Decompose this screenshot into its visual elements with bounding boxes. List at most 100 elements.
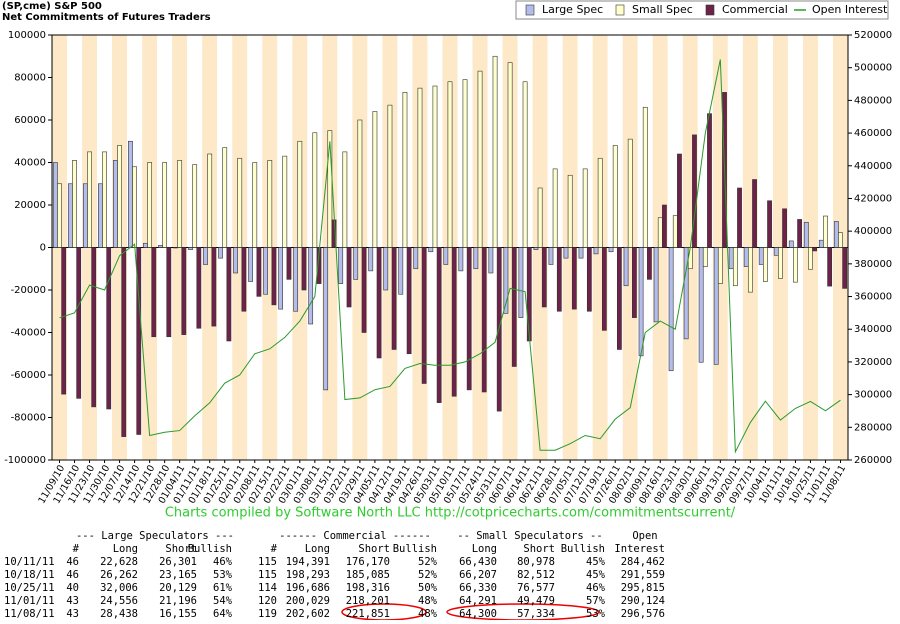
bar	[248, 247, 253, 282]
table-cell: 185,085	[346, 569, 390, 581]
bar	[638, 247, 644, 357]
bar	[278, 247, 284, 310]
bar	[492, 55, 498, 248]
y2-tick-label: 380000	[854, 259, 892, 270]
table-cell: 26,301	[159, 556, 197, 568]
table-cell: 43	[66, 595, 79, 607]
table-cell: 57%	[586, 595, 606, 607]
bar	[301, 247, 307, 291]
y2-tick-label: 360000	[854, 292, 892, 303]
bar	[312, 132, 318, 248]
bar	[458, 247, 464, 272]
bar	[406, 247, 412, 355]
table-cell: 196,686	[286, 582, 330, 594]
bar	[387, 104, 393, 248]
bar	[668, 247, 674, 372]
bar	[526, 247, 532, 342]
bar	[773, 247, 779, 256]
bar	[181, 247, 187, 335]
table-cell: 284,462	[621, 556, 665, 568]
bar	[818, 239, 824, 248]
table-group-header: Open	[632, 530, 657, 542]
bar	[537, 187, 543, 248]
bar	[316, 247, 322, 284]
table-cell: 45%	[586, 569, 606, 581]
bar	[833, 221, 839, 248]
table-column-header: #	[73, 543, 80, 555]
y2-tick-label: 280000	[854, 422, 892, 433]
table-group-header: ------ Commercial ------	[279, 530, 431, 542]
bar	[267, 160, 273, 248]
bar	[308, 247, 314, 325]
bar	[797, 219, 802, 248]
table-cell: 49,479	[517, 595, 555, 607]
bar	[793, 247, 798, 283]
bar	[567, 174, 573, 248]
bar	[106, 247, 112, 410]
table-column-header: Bullish	[188, 543, 232, 555]
bar	[623, 247, 629, 287]
bar	[207, 153, 213, 248]
bar	[226, 247, 232, 342]
table-column-header: Long	[305, 543, 330, 555]
bar	[743, 247, 749, 267]
table-column-header: #	[271, 543, 278, 555]
y-tick-label: -80000	[11, 413, 46, 424]
table-cell: 53%	[586, 608, 606, 620]
table-cell: 64%	[213, 608, 233, 620]
bar	[67, 183, 73, 248]
bar	[732, 247, 738, 287]
bar	[162, 162, 168, 248]
bar	[102, 151, 107, 248]
table-cell: 218,201	[346, 595, 390, 607]
legend-swatch	[705, 4, 715, 16]
y2-tick-label: 300000	[854, 390, 892, 401]
bar	[91, 247, 97, 408]
bar	[87, 151, 92, 248]
bar	[132, 166, 137, 248]
table-cell: 52%	[418, 556, 438, 568]
bar	[383, 247, 389, 291]
bar	[462, 79, 468, 248]
bar	[507, 62, 513, 248]
bar	[657, 217, 663, 248]
bar	[368, 247, 374, 272]
bar	[82, 183, 88, 248]
bar	[203, 247, 208, 265]
table-cell: 40	[66, 582, 79, 594]
bar	[488, 247, 494, 274]
bar	[173, 247, 178, 249]
bar	[496, 247, 502, 412]
bar	[827, 247, 833, 287]
table-cell: 48%	[418, 608, 438, 620]
table-cell: 22,628	[100, 556, 138, 568]
bar	[413, 247, 419, 270]
legend-label: Large Spec	[542, 3, 603, 16]
table-cell: 46	[66, 569, 79, 581]
bar	[52, 162, 58, 248]
table-cell: 61%	[213, 582, 233, 594]
bar	[812, 247, 818, 252]
table-cell: 296,576	[621, 608, 665, 620]
bar	[327, 130, 333, 248]
bar	[653, 247, 659, 323]
y-tick-label: 60000	[14, 115, 46, 126]
bar	[763, 247, 768, 282]
table-cell: 32,006	[100, 582, 138, 594]
table-cell: 295,815	[621, 582, 665, 594]
table-column-header: Short	[165, 543, 197, 555]
bar	[647, 247, 652, 280]
y-tick-label: -40000	[11, 328, 46, 339]
y2-tick-label: 320000	[854, 357, 892, 368]
table-cell: 28,438	[100, 608, 138, 620]
table-cell: 52%	[418, 569, 438, 581]
bar	[672, 215, 678, 248]
table-cell: 221,851	[346, 608, 390, 620]
bar	[601, 247, 607, 331]
bar	[158, 245, 163, 248]
y2-tick-label: 460000	[854, 128, 892, 139]
bar	[121, 247, 127, 437]
bar	[842, 247, 848, 289]
